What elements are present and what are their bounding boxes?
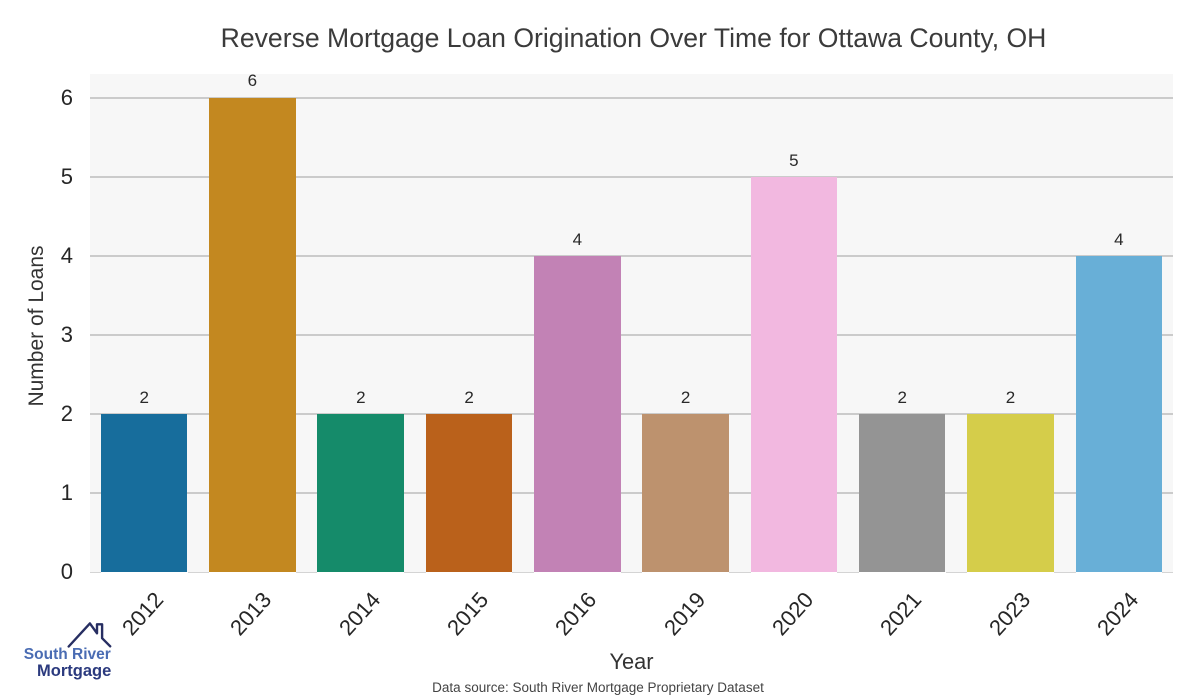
svg-text:Mortgage: Mortgage <box>37 662 111 680</box>
svg-text:South River: South River <box>24 646 111 663</box>
